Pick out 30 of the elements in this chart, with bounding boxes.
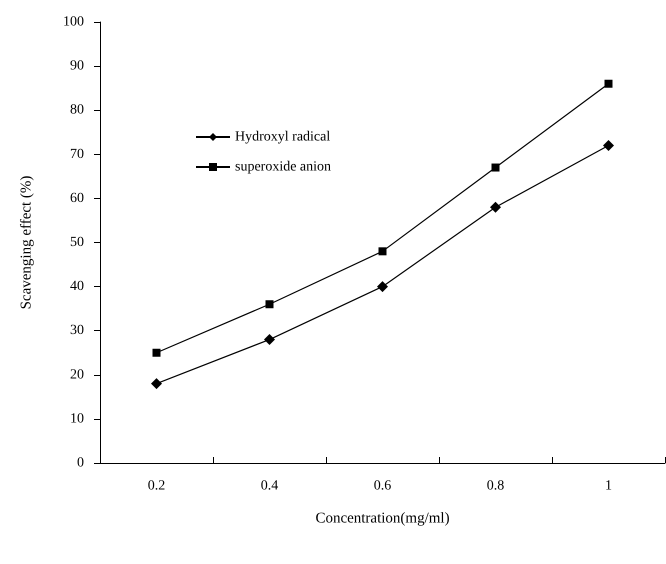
x-tick-label: 0.6: [374, 478, 392, 494]
legend-label: superoxide anion: [235, 160, 332, 174]
legend-label: Hydroxyl radical: [235, 130, 330, 144]
point: [152, 348, 160, 357]
y-tick-label: 20: [70, 367, 84, 382]
point: [490, 202, 501, 213]
x-tick-label: 0.4: [260, 478, 278, 494]
y-tick-label: 100: [63, 14, 84, 30]
y-tick-label: 80: [70, 102, 84, 118]
y-tick-label: 90: [70, 58, 84, 74]
x-tick-label: 0.8: [486, 478, 504, 494]
y-axis-title: Scavenging effect (%): [18, 176, 34, 310]
point: [603, 140, 614, 151]
x-tick-label: 1: [605, 478, 612, 494]
point: [378, 247, 386, 256]
point: [492, 164, 500, 172]
point: [264, 334, 275, 346]
y-tick-label: 10: [70, 411, 84, 426]
y-tick-label: 70: [70, 146, 84, 162]
y-tick-label: 30: [70, 323, 84, 338]
y-tick-label: 50: [70, 235, 84, 250]
point: [151, 378, 162, 390]
point: [604, 80, 612, 88]
x-axis-title: Concentration(mg/ml): [315, 510, 450, 526]
point: [377, 281, 388, 292]
y-tick-label: 0: [77, 456, 84, 470]
y-tick-label: 60: [70, 190, 84, 206]
point: [266, 300, 274, 308]
y-tick-label: 40: [70, 279, 84, 294]
x-tick-label: 0.2: [148, 478, 166, 494]
